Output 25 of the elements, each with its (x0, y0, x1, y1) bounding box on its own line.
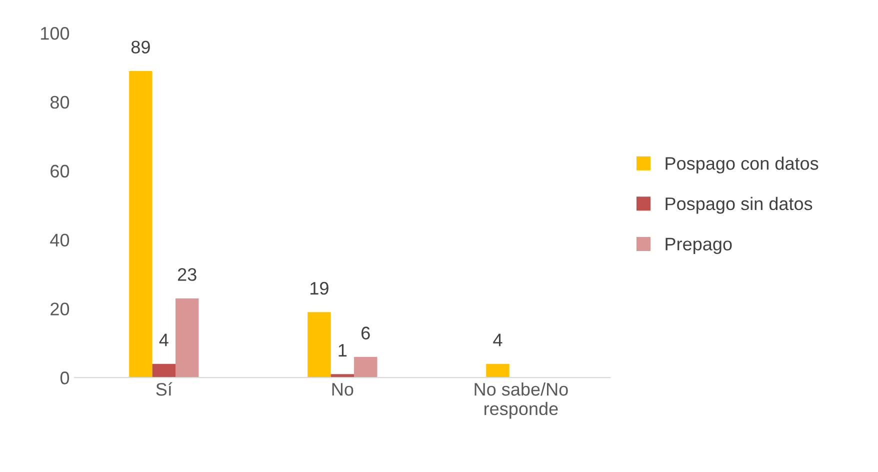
data-label: 1 (338, 344, 347, 357)
bar (176, 298, 199, 378)
data-label: 89 (131, 40, 150, 54)
data-label: 6 (362, 326, 370, 340)
bar (129, 70, 152, 378)
data-label: 4 (493, 334, 502, 346)
y-tick-label: 0 (60, 372, 70, 384)
legend-label: Prepago (666, 238, 732, 254)
bar (486, 364, 510, 378)
legend-label: Pospago con datos (666, 156, 818, 174)
bar (354, 356, 378, 378)
x-tick-label: No sabe/No responde (474, 382, 568, 419)
data-label: 19 (310, 282, 328, 295)
y-tick-label: 100 (41, 26, 70, 40)
y-tick-label: 80 (50, 96, 70, 109)
x-tick-label: Sí (156, 382, 172, 396)
y-tick-label: 40 (50, 234, 70, 246)
bar (152, 364, 176, 378)
x-tick-label: No (332, 383, 354, 396)
data-label: 4 (159, 334, 168, 346)
y-tick-label: 60 (50, 164, 70, 178)
bar (308, 312, 331, 378)
legend-label: Pospago sin datos (666, 196, 812, 214)
y-tick-label: 20 (50, 302, 70, 316)
data-label: 23 (178, 268, 196, 281)
